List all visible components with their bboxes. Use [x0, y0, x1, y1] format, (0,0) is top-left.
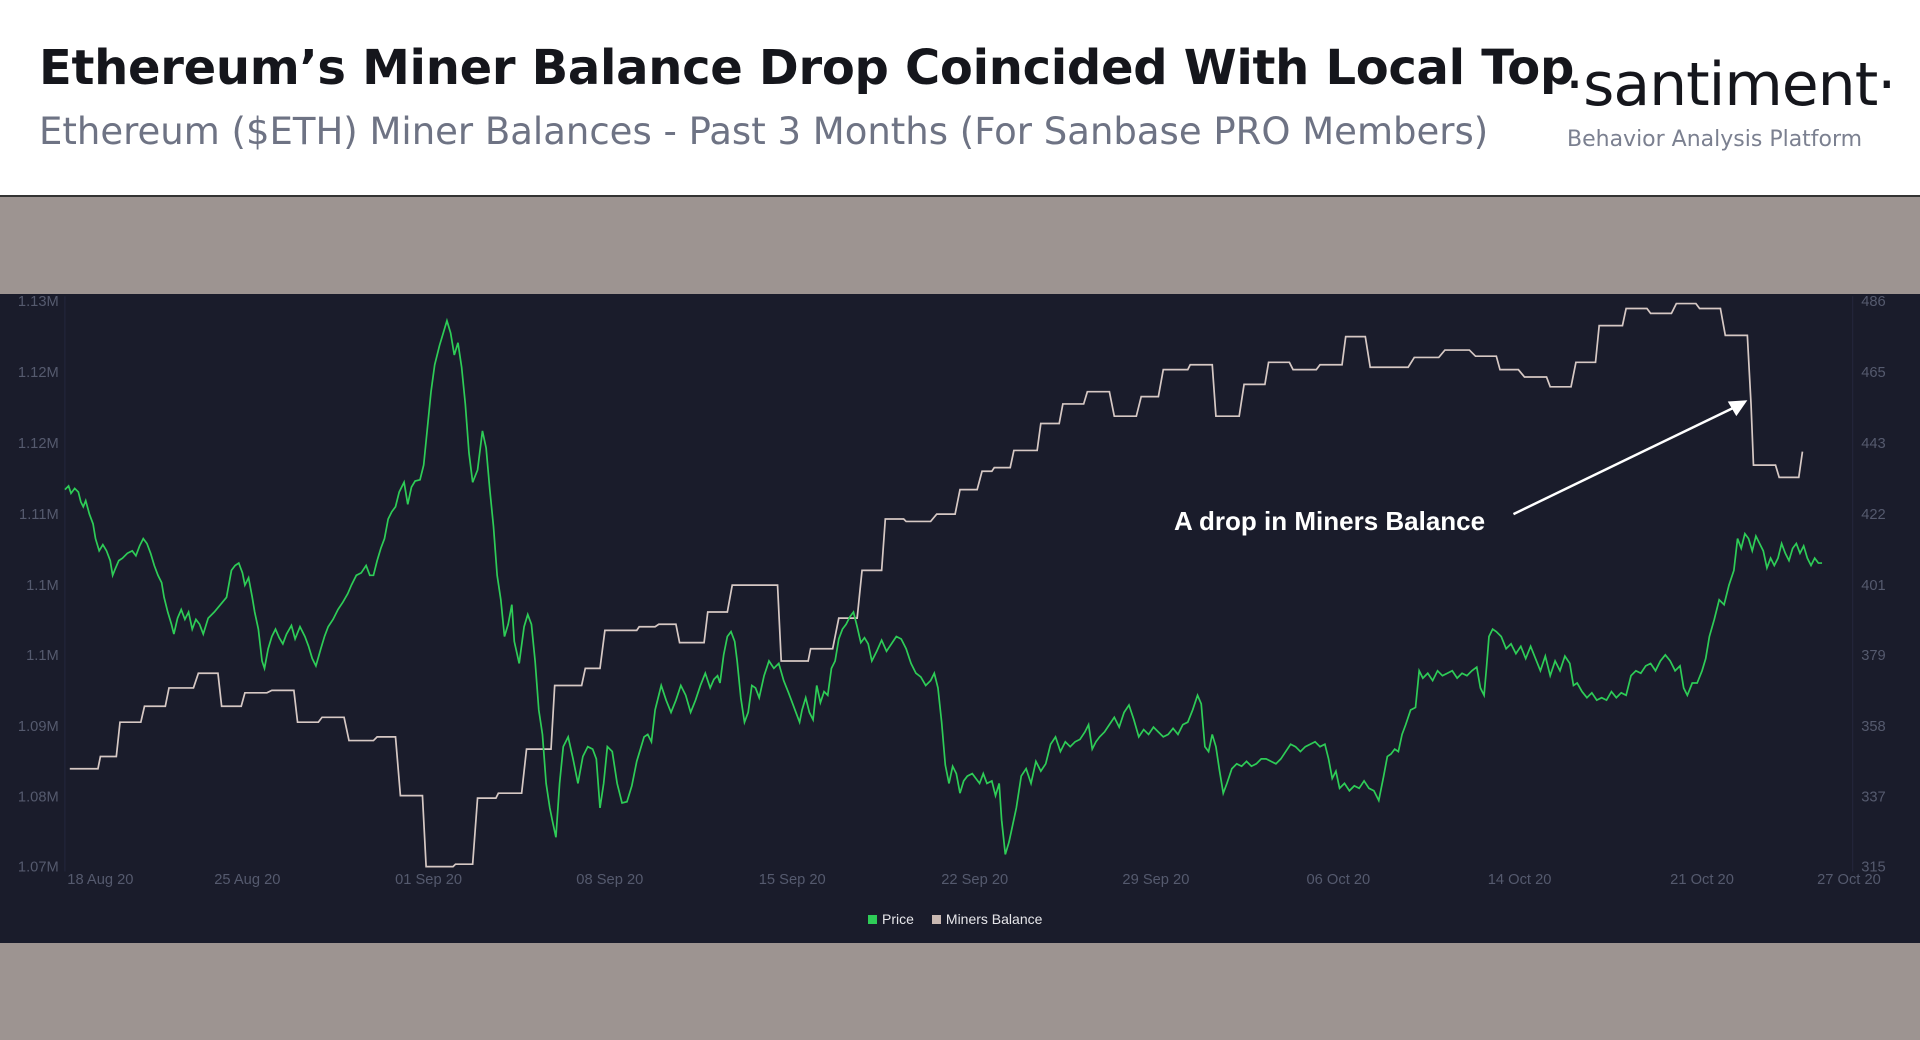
- svg-text:1.08M: 1.08M: [18, 790, 59, 806]
- svg-text:08 Sep 20: 08 Sep 20: [576, 872, 643, 888]
- svg-text:21 Oct 20: 21 Oct 20: [1670, 872, 1734, 888]
- svg-text:443: 443: [1861, 436, 1886, 452]
- svg-text:1.1M: 1.1M: [26, 648, 59, 664]
- svg-text:1.07M: 1.07M: [18, 860, 59, 876]
- svg-text:25 Aug 20: 25 Aug 20: [214, 872, 280, 888]
- svg-text:1.13M: 1.13M: [18, 294, 59, 310]
- svg-text:06 Oct 20: 06 Oct 20: [1307, 872, 1371, 888]
- svg-text:337: 337: [1861, 790, 1886, 806]
- legend-item-miners-balance[interactable]: Miners Balance: [931, 911, 1043, 927]
- page-subtitle: Ethereum ($ETH) Miner Balances - Past 3 …: [39, 110, 1489, 153]
- svg-text:22 Sep 20: 22 Sep 20: [941, 872, 1008, 888]
- svg-text:1.1M: 1.1M: [26, 578, 59, 594]
- svg-text:486: 486: [1861, 294, 1886, 310]
- annotation-arrow: [1512, 400, 1748, 516]
- chart-legend: Price Miners Balance: [868, 911, 1042, 927]
- price-line: [64, 317, 1823, 855]
- svg-text:18 Aug 20: 18 Aug 20: [67, 872, 133, 888]
- svg-text:15 Sep 20: 15 Sep 20: [759, 872, 826, 888]
- svg-text:358: 358: [1861, 719, 1886, 735]
- svg-text:01 Sep 20: 01 Sep 20: [395, 872, 462, 888]
- miners-balance-line: [69, 302, 1804, 868]
- page-title: Ethereum’s Miner Balance Drop Coincided …: [39, 40, 1575, 96]
- svg-text:1.12M: 1.12M: [18, 365, 59, 381]
- svg-text:315: 315: [1861, 860, 1886, 876]
- right-axis-labels: 486 465 443 422 401 379 358 337 315: [1861, 294, 1886, 876]
- price-swatch-icon: [868, 914, 877, 924]
- svg-text:379: 379: [1861, 648, 1886, 664]
- svg-text:14 Oct 20: 14 Oct 20: [1488, 872, 1552, 888]
- header: Ethereum’s Miner Balance Drop Coincided …: [0, 0, 1920, 195]
- santiment-logo: ·santiment·: [1565, 50, 1896, 120]
- svg-text:465: 465: [1861, 365, 1886, 381]
- svg-text:1.12M: 1.12M: [18, 436, 59, 452]
- x-axis-labels: 18 Aug 20 25 Aug 20 01 Sep 20 08 Sep 20 …: [67, 872, 1881, 888]
- svg-text:1.11M: 1.11M: [19, 507, 59, 523]
- legend-item-price[interactable]: Price: [868, 911, 914, 927]
- legend-label: Price: [882, 911, 914, 927]
- legend-label: Miners Balance: [945, 911, 1043, 927]
- brand-tagline: Behavior Analysis Platform: [1567, 127, 1863, 152]
- svg-text:422: 422: [1861, 507, 1886, 523]
- svg-text:29 Sep 20: 29 Sep 20: [1122, 872, 1189, 888]
- miners-balance-swatch-icon: [931, 914, 941, 924]
- svg-text:1.09M: 1.09M: [18, 719, 59, 735]
- svg-text:401: 401: [1861, 578, 1886, 594]
- annotation-label: A drop in Miners Balance: [1174, 506, 1486, 536]
- chart-panel: [0, 294, 1920, 943]
- left-axis-labels: 1.13M 1.12M 1.12M 1.11M 1.1M 1.1M 1.09M …: [18, 294, 59, 876]
- svg-text:27 Oct 20: 27 Oct 20: [1817, 872, 1881, 888]
